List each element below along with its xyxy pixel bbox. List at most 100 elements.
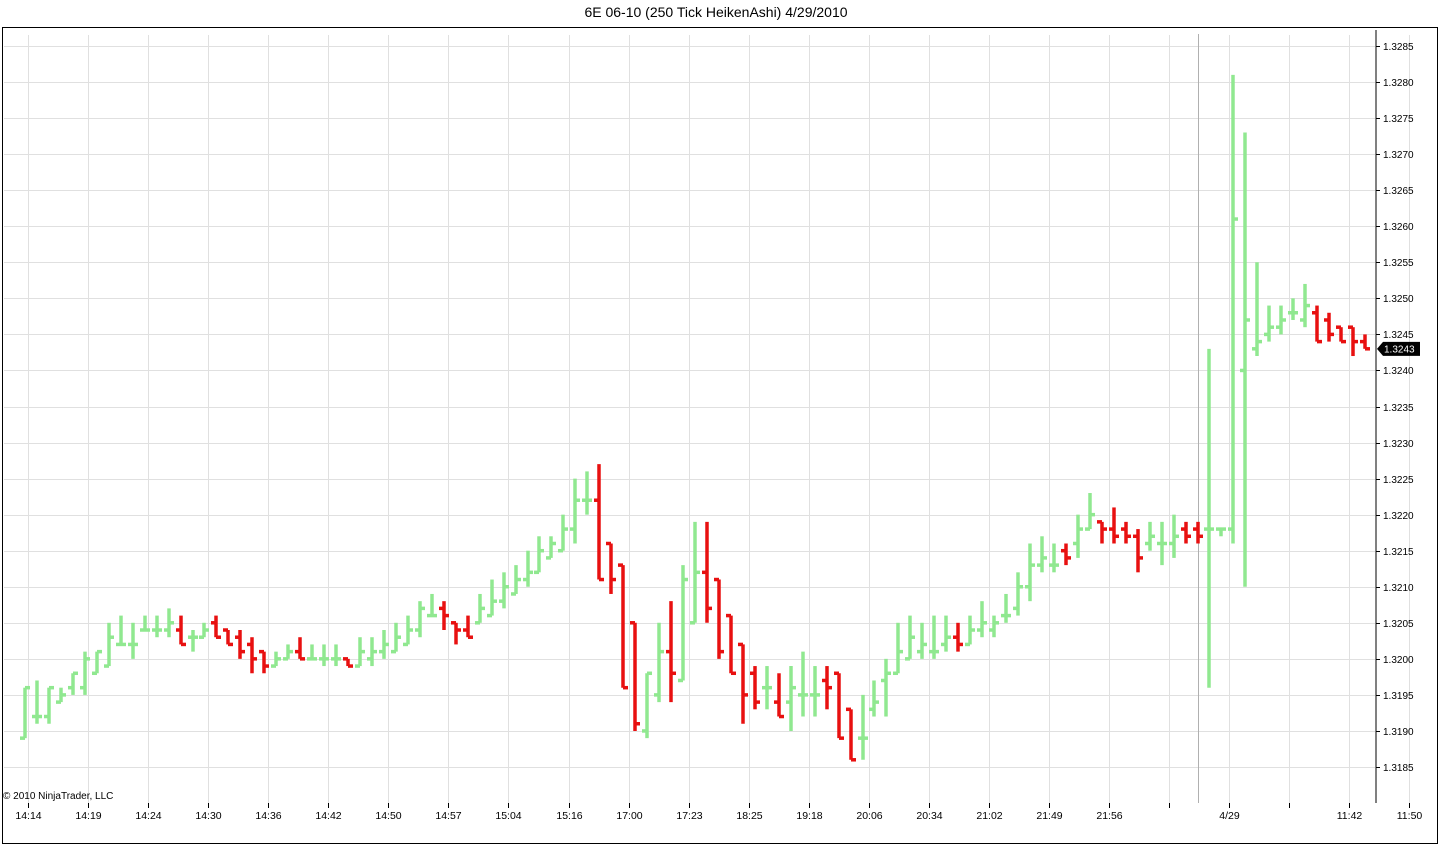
y-tick-label: 1.3240 bbox=[1383, 366, 1414, 377]
ohlc-bar bbox=[319, 644, 329, 667]
ohlc-bar bbox=[774, 673, 784, 719]
ohlc-bar bbox=[32, 680, 42, 724]
ohlc-bar bbox=[1360, 334, 1370, 351]
y-tick-label: 1.3185 bbox=[1383, 763, 1414, 774]
x-tick-label: 14:19 bbox=[75, 810, 101, 822]
ohlc-bar bbox=[271, 651, 281, 668]
x-tick-label: 18:25 bbox=[736, 810, 762, 822]
ohlc-bar bbox=[618, 563, 628, 690]
ohlc-bar bbox=[1061, 543, 1071, 566]
ohlc-bar bbox=[726, 613, 736, 676]
ohlc-bar bbox=[164, 608, 174, 638]
y-tick-label: 1.3230 bbox=[1383, 439, 1414, 450]
y-tick-label: 1.3280 bbox=[1383, 78, 1414, 89]
ohlc-bar bbox=[678, 565, 688, 683]
y-tick-label: 1.3255 bbox=[1383, 258, 1414, 269]
ohlc-bar bbox=[427, 593, 437, 618]
last-price-marker: 1.3243 bbox=[1377, 341, 1420, 356]
chart-frame bbox=[2, 27, 1438, 844]
ohlc-bar bbox=[929, 615, 939, 659]
ohlc-bar bbox=[546, 536, 556, 560]
ohlc-bar bbox=[1336, 325, 1346, 344]
ohlc-bar bbox=[247, 637, 257, 674]
x-tick-label: 14:42 bbox=[315, 810, 341, 822]
ohlc-bar bbox=[570, 478, 580, 544]
ohlc-bar bbox=[750, 666, 760, 710]
ohlc-bar bbox=[475, 593, 485, 625]
x-tick-label: 14:50 bbox=[375, 810, 401, 822]
ohlc-bar bbox=[128, 622, 138, 659]
ohlc-bar bbox=[1049, 543, 1059, 573]
ohlc-bar bbox=[989, 615, 999, 638]
y-tick-label: 1.3275 bbox=[1383, 114, 1414, 125]
ohlc-bar bbox=[1228, 74, 1238, 544]
ohlc-bar bbox=[92, 649, 102, 676]
ohlc-bar bbox=[869, 680, 879, 717]
y-tick-label: 1.3245 bbox=[1383, 330, 1414, 341]
ohlc-bar bbox=[965, 615, 975, 647]
x-tick-label: 20:34 bbox=[916, 810, 942, 822]
ohlc-bar bbox=[1133, 529, 1143, 573]
y-tick-label: 1.3220 bbox=[1383, 511, 1414, 522]
ohlc-bar bbox=[211, 615, 221, 639]
y-axis: 1.3285 1.3280 1.3275 1.3270 1.3265 1.3260 1.32… bbox=[1376, 42, 1414, 774]
ohlc-bar bbox=[523, 550, 533, 587]
ohlc-bar bbox=[367, 637, 377, 667]
ohlc-bar bbox=[917, 622, 927, 659]
ohlc-bar bbox=[666, 601, 676, 703]
x-tick-label: 21:49 bbox=[1036, 810, 1062, 822]
ohlc-bar bbox=[738, 642, 748, 724]
y-tick-label: 1.3205 bbox=[1383, 619, 1414, 630]
ohlc-bar bbox=[1240, 132, 1250, 587]
x-tick-label: 15:04 bbox=[495, 810, 521, 822]
ohlc-bar bbox=[199, 622, 209, 639]
x-tick-label: 14:14 bbox=[15, 810, 41, 822]
ohlc-bar bbox=[295, 637, 305, 661]
ohlc-bar bbox=[176, 615, 186, 647]
ohlc-bar bbox=[68, 671, 78, 695]
ohlc-bar bbox=[80, 651, 90, 695]
y-tick-label: 1.3270 bbox=[1383, 150, 1414, 161]
ohlc-bar bbox=[152, 615, 162, 638]
x-tick-label: 17:00 bbox=[616, 810, 642, 822]
price-bars bbox=[20, 74, 1370, 762]
ohlc-bar bbox=[798, 651, 808, 717]
ohlc-bar bbox=[307, 644, 317, 661]
x-tick-label: 11:42 bbox=[1337, 810, 1363, 822]
ohlc-bar bbox=[451, 621, 461, 645]
ohlc-bar bbox=[654, 622, 664, 703]
ohlc-bar bbox=[1300, 283, 1310, 328]
ohlc-bar bbox=[1109, 507, 1119, 544]
ohlc-bar bbox=[1288, 298, 1298, 320]
ohlc-bar bbox=[403, 615, 413, 647]
ohlc-bar bbox=[558, 514, 568, 553]
x-tick-label: 14:36 bbox=[255, 810, 281, 822]
ohlc-bar bbox=[1013, 572, 1023, 616]
ohlc-bar bbox=[1312, 305, 1322, 344]
ohlc-bar bbox=[116, 615, 126, 647]
ohlc-bar bbox=[1204, 348, 1214, 688]
ohlc-bar bbox=[1324, 312, 1334, 342]
ohlc-bar bbox=[391, 622, 401, 654]
ohlc-bar bbox=[188, 630, 198, 652]
ohlc-bar bbox=[690, 521, 700, 625]
ohlc-bar bbox=[44, 685, 54, 724]
ohlc-bar bbox=[905, 615, 915, 661]
ohlc-bar bbox=[714, 577, 724, 659]
ohlc-bar bbox=[223, 628, 233, 647]
chart-title: 6E 06-10 (250 Tick HeikenAshi) 4/29/2010 bbox=[584, 4, 848, 20]
ohlc-bar bbox=[104, 622, 114, 668]
ohlc-bar bbox=[140, 615, 150, 632]
grid-lines bbox=[4, 35, 1410, 803]
y-tick-label: 1.3225 bbox=[1383, 475, 1414, 486]
y-tick-label: 1.3215 bbox=[1383, 547, 1414, 558]
ohlc-bar bbox=[1025, 543, 1035, 602]
ohlc-bar bbox=[594, 464, 604, 582]
ohlc-bar bbox=[1073, 514, 1083, 558]
y-tick-label: 1.3235 bbox=[1383, 403, 1414, 414]
y-tick-label: 1.3260 bbox=[1383, 222, 1414, 233]
x-tick-label: 15:16 bbox=[556, 810, 582, 822]
ohlc-bar bbox=[379, 630, 389, 659]
ohlc-bar bbox=[1085, 493, 1095, 531]
